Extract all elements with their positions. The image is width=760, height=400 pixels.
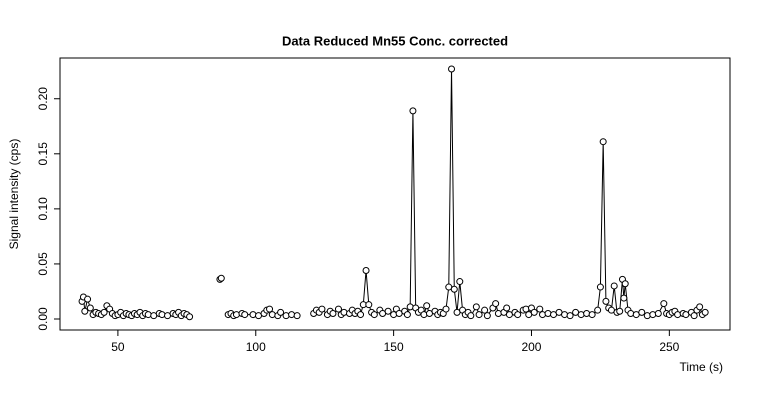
data-point — [599, 138, 607, 146]
data-point — [365, 301, 373, 309]
data-point — [638, 308, 646, 316]
data-point — [158, 311, 166, 319]
data-point — [282, 312, 290, 320]
y-tick-label: 0.15 — [36, 142, 50, 166]
data-point — [620, 294, 628, 302]
data-point — [594, 306, 602, 314]
y-tick-label: 0.05 — [36, 252, 50, 276]
data-point — [649, 311, 657, 319]
data-point — [329, 309, 337, 317]
data-point — [481, 306, 489, 314]
data-point — [596, 283, 604, 291]
x-tick-label: 50 — [111, 340, 125, 354]
data-point — [602, 297, 610, 305]
data-point — [84, 295, 92, 303]
data-point — [690, 312, 698, 320]
data-point — [696, 303, 704, 311]
data-point — [334, 305, 342, 313]
x-axis-label: Time (s) — [679, 360, 723, 374]
data-point — [514, 311, 522, 319]
data-point — [217, 274, 225, 282]
data-point — [456, 278, 464, 286]
y-tick-label: 0.00 — [36, 307, 50, 331]
plot-frame — [59, 57, 731, 331]
data-point — [643, 312, 651, 320]
data-point — [536, 305, 544, 313]
data-point — [420, 311, 428, 319]
data-point — [277, 308, 285, 316]
y-tick-label: 0.10 — [36, 197, 50, 221]
data-point — [370, 311, 378, 319]
data-point — [450, 285, 458, 293]
data-point — [186, 313, 194, 321]
x-tick-label: 200 — [521, 340, 541, 354]
data-point — [483, 312, 491, 320]
data-point — [610, 282, 618, 290]
data-point — [621, 280, 629, 288]
data-point — [86, 304, 94, 312]
data-point — [616, 307, 624, 315]
data-point — [561, 311, 569, 319]
data-point — [544, 309, 552, 317]
data-point — [530, 308, 538, 316]
data-point — [362, 267, 370, 275]
data-point — [566, 312, 574, 320]
data-point — [288, 311, 296, 319]
data-point — [475, 311, 483, 319]
data-point — [423, 302, 431, 310]
data-point — [448, 65, 456, 73]
x-tick-label: 100 — [246, 340, 266, 354]
y-tick-label: 0.20 — [36, 87, 50, 111]
data-line — [81, 69, 706, 318]
data-point — [293, 312, 301, 320]
data-point — [577, 311, 585, 319]
data-point — [144, 311, 152, 319]
data-point — [539, 311, 547, 319]
data-point — [241, 311, 249, 319]
data-point — [674, 311, 682, 319]
data-point — [472, 303, 480, 311]
data-point — [409, 107, 417, 115]
data-point — [494, 309, 502, 317]
data-point — [583, 309, 591, 317]
data-point — [403, 311, 411, 319]
data-point — [627, 309, 635, 317]
data-point — [701, 308, 709, 316]
data-point — [100, 308, 108, 316]
data-point — [503, 304, 511, 312]
x-tick-label: 150 — [384, 340, 404, 354]
data-point — [268, 311, 276, 319]
y-axis-label: Signal intensity (cps) — [7, 139, 21, 250]
data-point — [492, 300, 500, 308]
data-point — [232, 311, 240, 319]
data-point — [442, 305, 450, 313]
data-point — [357, 311, 365, 319]
chart-title: Data Reduced Mn55 Conc. corrected — [282, 33, 508, 48]
data-point — [266, 305, 274, 313]
data-point — [660, 300, 668, 308]
data-point — [318, 305, 326, 313]
x-tick-label: 250 — [659, 340, 679, 354]
data-point — [81, 307, 89, 315]
data-point — [384, 307, 392, 315]
data-point — [588, 311, 596, 319]
data-point — [340, 308, 348, 316]
data-point — [467, 312, 475, 320]
data-point — [249, 311, 257, 319]
data-point — [406, 303, 414, 311]
data-point — [654, 309, 662, 317]
